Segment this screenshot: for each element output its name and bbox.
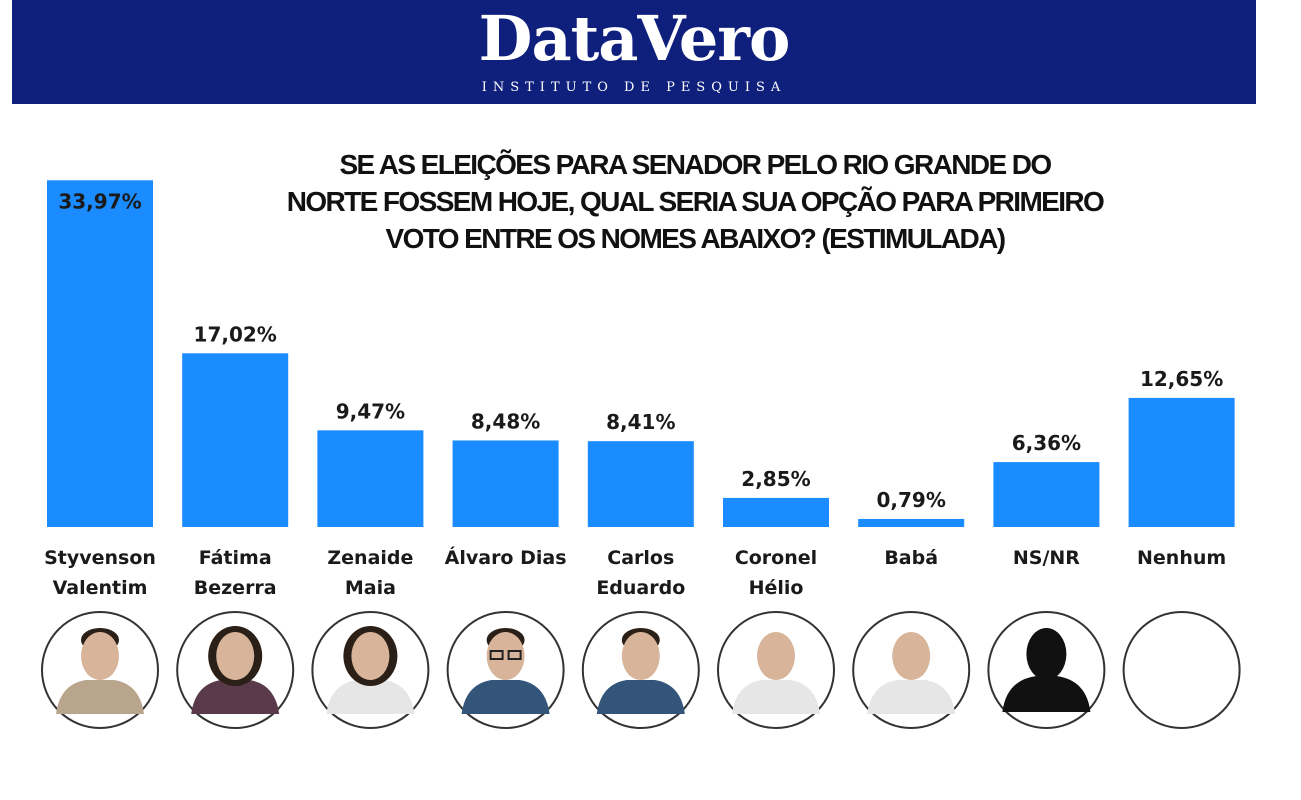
face-icon: [351, 632, 390, 680]
category-label: Nenhum: [1137, 547, 1226, 569]
data-label: 6,36%: [1012, 431, 1081, 455]
bar: [1128, 397, 1235, 527]
bar: [182, 353, 289, 527]
empty-circle-icon: [1122, 611, 1241, 729]
face-icon: [81, 632, 119, 680]
chart-title-line: SE AS ELEIÇÕES PARA SENADOR PELO RIO GRA…: [339, 149, 1052, 180]
category-label: Carlos: [607, 547, 674, 569]
data-label: 8,48%: [471, 409, 540, 433]
chart-title-line: VOTO ENTRE OS NOMES ABAIXO? (ESTIMULADA): [385, 223, 1007, 254]
data-label: 2,85%: [741, 467, 810, 491]
logo: DataVero: [478, 2, 791, 75]
bar: [993, 462, 1100, 527]
data-label: 9,47%: [336, 399, 405, 423]
data-label: 33,97%: [58, 189, 141, 213]
bar: [587, 441, 694, 527]
person-body-icon: [596, 680, 685, 714]
person-body-icon: [191, 680, 280, 714]
bar: [452, 440, 559, 527]
category-label: Álvaro Dias: [445, 546, 567, 569]
person-body-icon: [56, 680, 144, 714]
face-icon: [216, 632, 255, 680]
bar: [723, 497, 829, 527]
logo-subtitle: INSTITUTO DE PESQUISA: [481, 80, 787, 95]
face-icon: [486, 632, 525, 680]
category-label: Styvenson: [44, 547, 156, 569]
glasses-icon: [507, 650, 522, 660]
category-label: Hélio: [749, 577, 804, 599]
person-body-icon: [326, 680, 415, 714]
category-label: Coronel: [735, 547, 817, 569]
chart-title-line: NORTE FOSSEM HOJE, QUAL SERIA SUA OPÇÃO …: [286, 186, 1105, 217]
silhouette-head-icon: [1026, 628, 1067, 680]
face-icon: [621, 632, 660, 680]
bar: [317, 430, 424, 527]
silhouette-body-icon: [1002, 676, 1091, 712]
person-body-icon: [867, 680, 956, 714]
category-label: Bezerra: [194, 577, 277, 599]
category-label: Zenaide: [327, 547, 413, 569]
data-label: 17,02%: [194, 322, 277, 346]
data-label: 8,41%: [606, 410, 675, 434]
category-label: Fátima: [199, 547, 272, 569]
category-label: Valentim: [53, 577, 148, 599]
person-body-icon: [461, 680, 550, 714]
person-body-icon: [732, 680, 820, 714]
category-label: NS/NR: [1013, 547, 1080, 569]
header-banner: DataVero INSTITUTO DE PESQUISA: [12, 0, 1256, 104]
category-label: Eduardo: [596, 577, 685, 599]
face-icon: [757, 632, 795, 680]
bar: [858, 518, 965, 527]
data-label: 0,79%: [877, 488, 946, 512]
glasses-icon: [489, 650, 504, 660]
bar: [47, 180, 153, 527]
category-label: Babá: [884, 547, 938, 569]
chart-title: SE AS ELEIÇÕES PARA SENADOR PELO RIO GRA…: [220, 146, 1170, 257]
category-label: Maia: [345, 577, 396, 599]
face-icon: [892, 632, 931, 680]
data-label: 12,65%: [1140, 367, 1223, 391]
